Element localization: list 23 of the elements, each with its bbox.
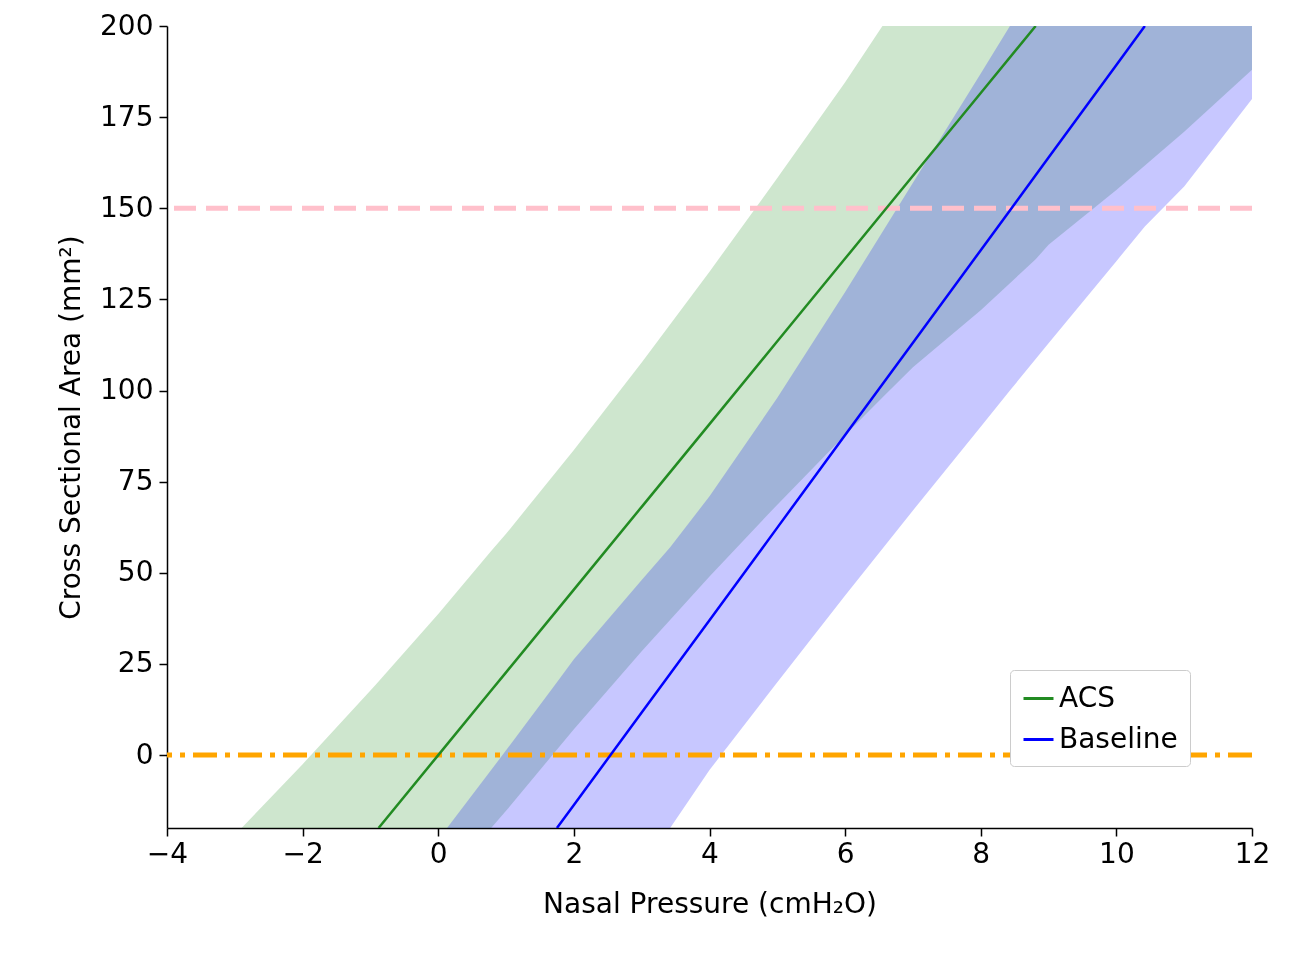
y-tick-label: 175	[100, 99, 154, 133]
x-tick-label: 10	[1099, 836, 1135, 870]
y-tick-label: 200	[100, 8, 154, 42]
legend-label: Baseline	[1059, 721, 1178, 755]
x-axis-title: Nasal Pressure (cmH₂O)	[543, 886, 877, 920]
x-tick-label: −2	[282, 836, 324, 870]
x-tick-label: 12	[1234, 836, 1271, 870]
x-tick-label: 8	[972, 836, 991, 870]
y-tick-label: 125	[100, 281, 154, 315]
x-tick-label: −4	[146, 836, 189, 870]
x-tick-label: 4	[701, 836, 719, 870]
y-tick-label: 75	[117, 464, 154, 498]
x-tick-label: 6	[836, 836, 855, 870]
line-series	[377, 26, 1037, 828]
y-tick-label: 150	[100, 190, 154, 224]
legend-label: ACS	[1059, 680, 1115, 714]
y-tick-label: 100	[100, 373, 154, 407]
y-tick-label: 50	[117, 555, 154, 589]
y-tick-label: 25	[117, 646, 154, 680]
x-tick-label: 0	[429, 836, 448, 870]
x-tick-label: 2	[565, 836, 584, 870]
y-axis-title: Cross Sectional Area (mm²)	[54, 235, 88, 620]
y-tick-label: 0	[135, 737, 154, 771]
